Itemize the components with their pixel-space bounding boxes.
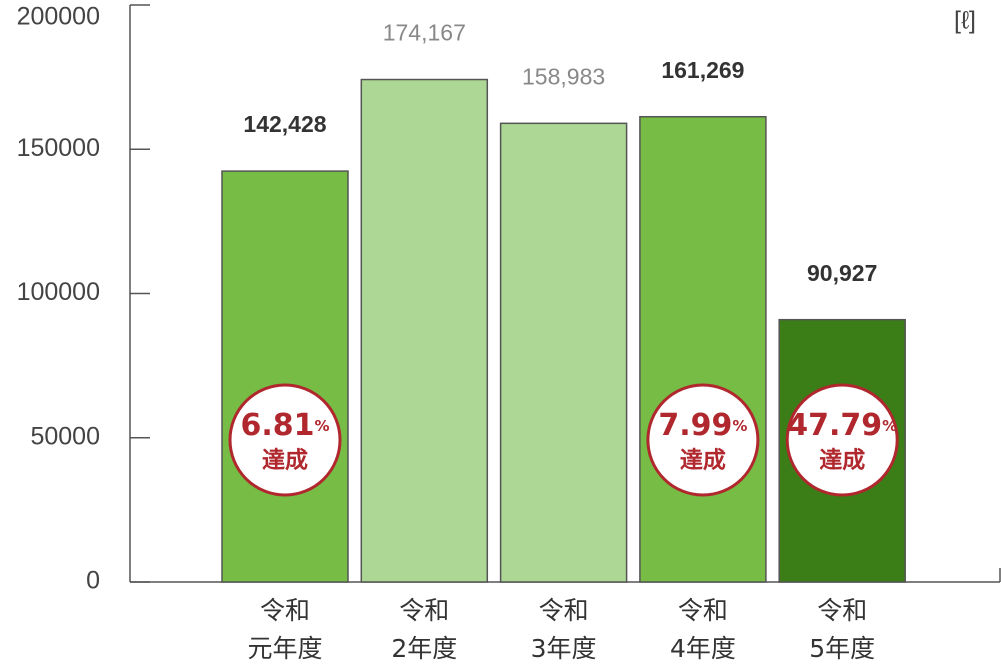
badge-label: 達成 [680, 447, 726, 474]
y-tick-label: 100000 [17, 278, 100, 306]
x-tick-label: 令和 [399, 596, 449, 625]
bar [360, 78, 489, 583]
value-label: 142,428 [243, 111, 326, 137]
badge-value: 47.79% [787, 408, 897, 443]
badge-label: 達成 [819, 447, 865, 474]
badge [646, 383, 760, 497]
x-tick-label: 元年度 [247, 634, 322, 663]
x-tick-label: 令和 [817, 596, 867, 625]
bar [499, 122, 628, 583]
x-tick-label: 4年度 [670, 634, 736, 663]
badge-label: 達成 [262, 447, 308, 474]
badge [785, 383, 899, 497]
x-tick-label: 3年度 [531, 634, 597, 663]
badge-number: 47.79 [787, 408, 882, 443]
y-tick-label: 50000 [30, 422, 100, 450]
bar [639, 115, 767, 583]
value-label: 161,269 [661, 57, 744, 83]
bar [221, 170, 349, 583]
x-tick-label: 令和 [260, 596, 310, 625]
badge-number: 6.81 [240, 408, 314, 443]
y-tick-label: 150000 [17, 134, 100, 162]
badge-unit: % [732, 417, 747, 435]
x-tick-label: 5年度 [809, 634, 875, 663]
value-label: 174,167 [383, 20, 466, 46]
unit-label: [ℓ] [954, 7, 976, 35]
y-tick-label: 200000 [17, 3, 100, 31]
value-label: 90,927 [807, 260, 877, 286]
x-tick-label: 2年度 [391, 634, 457, 663]
badge-unit: % [882, 417, 897, 435]
badge [228, 383, 342, 497]
x-tick-label: 令和 [678, 596, 728, 625]
y-tick-label: 0 [86, 567, 100, 595]
value-label: 158,983 [522, 63, 605, 89]
badge-value: 6.81% [240, 408, 329, 443]
badge-number: 7.99 [658, 408, 732, 443]
x-tick-label: 令和 [539, 596, 589, 625]
badge-value: 7.99% [658, 408, 747, 443]
badge-unit: % [315, 417, 330, 435]
